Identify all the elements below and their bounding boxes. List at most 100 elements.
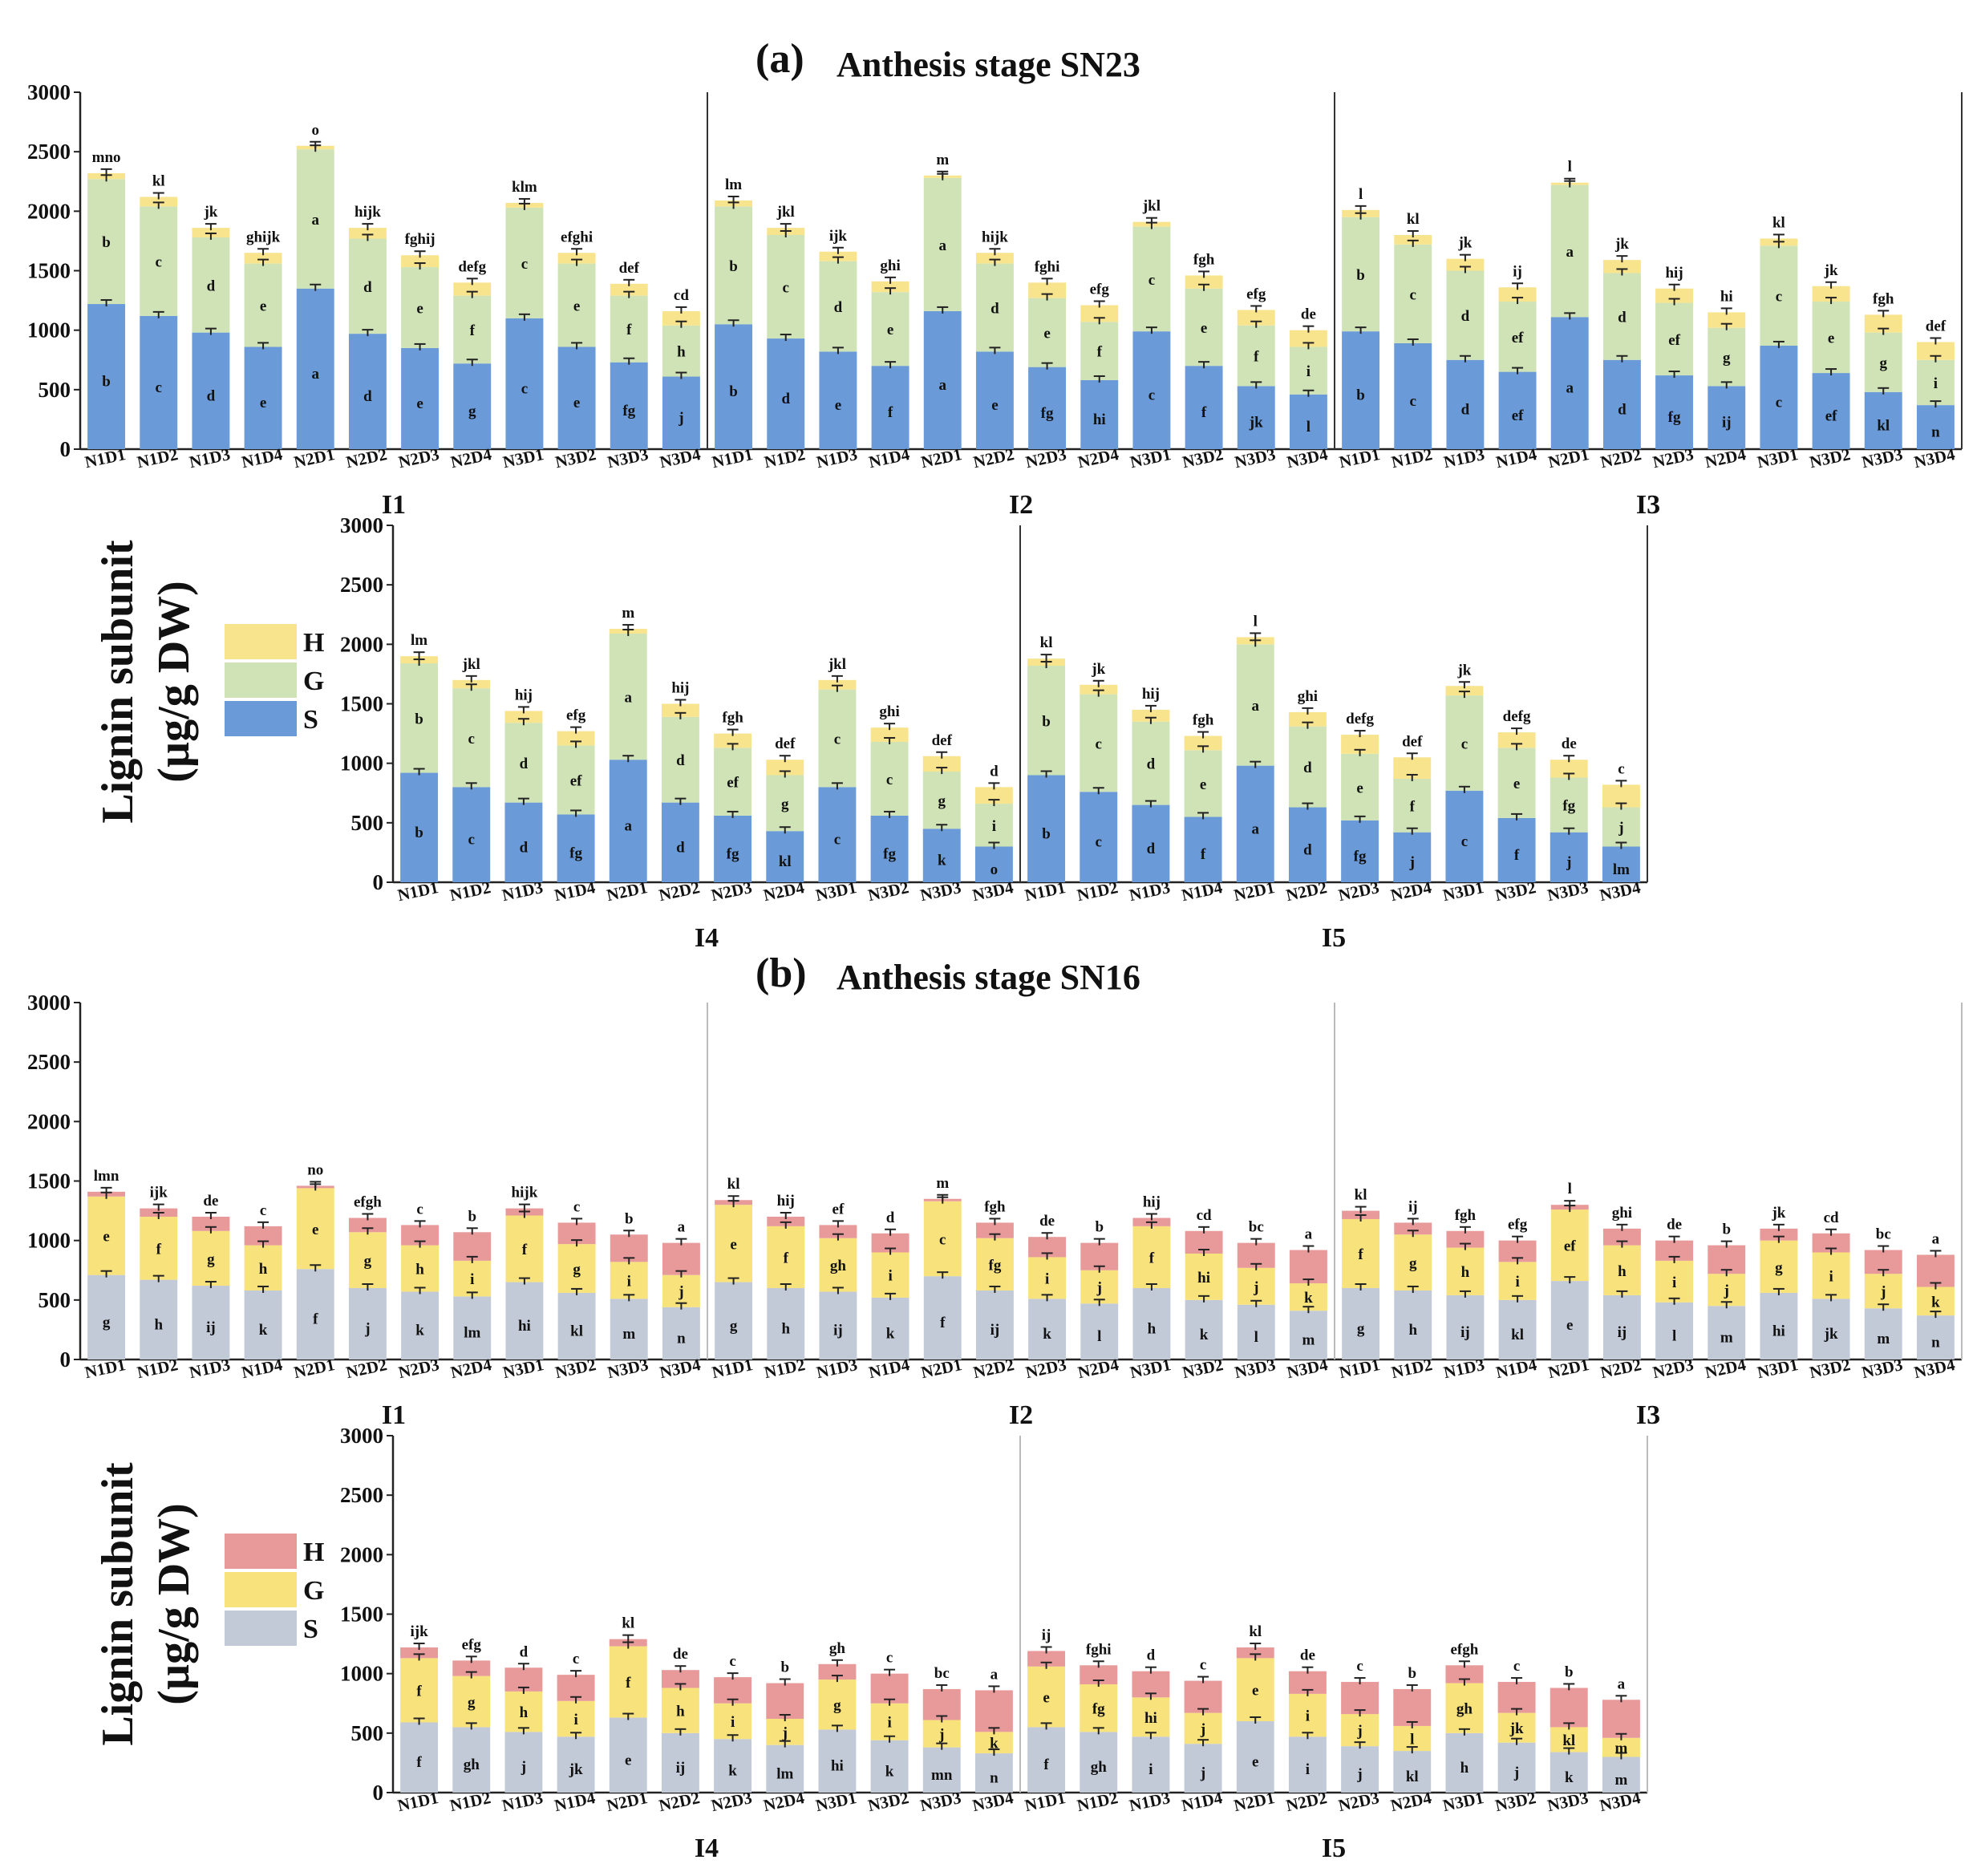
bar-H	[557, 253, 596, 264]
bar-H	[1185, 275, 1223, 289]
letter-total: a	[678, 1219, 686, 1236]
letter-total: jk	[1456, 662, 1471, 679]
bar-G	[1080, 1270, 1119, 1304]
bar-G	[661, 1688, 699, 1733]
group-label-I2: I2	[1009, 490, 1033, 520]
letter-S: b	[415, 825, 423, 841]
letter-S: kl	[1511, 1327, 1524, 1343]
bar-S	[1080, 1732, 1118, 1793]
letter-G: b	[729, 258, 738, 275]
letter-total: de	[1039, 1213, 1055, 1230]
ytick-label: 500	[38, 1288, 71, 1312]
letter-total: d	[886, 1209, 895, 1226]
bar-S	[922, 829, 961, 882]
ytick-label: 1500	[27, 1169, 71, 1193]
letter-S: j	[1566, 854, 1571, 871]
letter-total: jk	[1091, 661, 1105, 678]
letter-G: c	[783, 280, 789, 297]
bar-G	[504, 1691, 543, 1732]
letter-G: f	[470, 322, 476, 339]
letter-G: g	[207, 1251, 215, 1268]
ytick-label: 1000	[340, 1662, 383, 1686]
bar-G	[610, 295, 648, 363]
bar-S	[1237, 1304, 1275, 1359]
bar-H	[974, 787, 1013, 804]
bar-H	[975, 253, 1014, 264]
bar-G	[1080, 694, 1118, 792]
letter-G: j	[1253, 1279, 1258, 1296]
letter-S: ij	[1618, 1324, 1627, 1341]
letter-total: bc	[1249, 1219, 1264, 1236]
letter-G: a	[1252, 698, 1260, 715]
letter-total: m	[936, 1175, 949, 1192]
bar-H	[400, 1647, 439, 1659]
bar-H	[974, 1690, 1013, 1732]
bar-H	[871, 1233, 909, 1253]
letter-S: c	[1096, 834, 1102, 851]
letter-total: l	[1568, 1181, 1572, 1197]
bar-S	[87, 304, 126, 449]
bar-S	[557, 1736, 595, 1793]
letter-S: h	[1460, 1760, 1469, 1777]
bar-H	[1341, 735, 1379, 754]
bar-G	[1446, 270, 1485, 360]
letter-S: a	[939, 377, 947, 394]
bar-S	[1185, 1299, 1223, 1359]
letter-total: hij	[515, 687, 533, 703]
letter-S: j	[678, 410, 683, 427]
bar-H	[1602, 260, 1641, 273]
legend-a-h-swatch	[225, 624, 297, 659]
bar-G	[974, 804, 1013, 847]
bar-S	[661, 802, 699, 882]
bar-G	[1185, 1253, 1223, 1300]
letter-total: hijk	[982, 229, 1008, 245]
ytick-label: 2000	[27, 199, 71, 223]
letter-S: c	[156, 379, 162, 396]
letter-total: l	[1568, 159, 1572, 176]
ylabel-a-line2: (µg/g DW)	[149, 581, 199, 783]
bar-H	[662, 310, 700, 326]
letter-total: c	[260, 1202, 266, 1219]
letter-S: d	[1618, 401, 1626, 418]
bar-S	[505, 318, 544, 449]
letter-total: de	[1562, 735, 1577, 752]
bar-S	[1655, 1302, 1694, 1359]
bar-H	[1708, 312, 1746, 328]
bar-G	[244, 263, 282, 347]
bar-G	[1028, 1257, 1067, 1299]
letter-G: gh	[1456, 1701, 1473, 1718]
bar-S	[400, 772, 439, 882]
letter-total: kl	[1772, 214, 1785, 231]
letter-total: ghi	[1298, 688, 1318, 705]
letter-S: ij	[833, 1323, 843, 1339]
bar-H	[1497, 732, 1536, 748]
letter-G: ef	[1668, 332, 1680, 349]
bar-G	[1028, 298, 1067, 367]
letter-total: d	[990, 763, 999, 780]
letter-total: de	[1300, 1647, 1315, 1664]
letter-G: h	[1618, 1263, 1626, 1280]
letter-total: lmn	[94, 1168, 120, 1185]
letter-S: fg	[622, 403, 635, 419]
bar-S	[1602, 846, 1640, 882]
letter-G: jk	[1509, 1720, 1524, 1737]
bar-S	[767, 1288, 805, 1359]
bar-G	[1393, 778, 1432, 833]
letter-total: kl	[727, 1176, 740, 1193]
bar-H	[610, 283, 648, 296]
letter-S: fg	[883, 845, 896, 862]
bar-S	[1708, 386, 1746, 449]
letter-G: a	[312, 212, 320, 229]
ytick-label: 1500	[340, 692, 383, 716]
letter-total: ijk	[410, 1623, 428, 1640]
bar-H	[766, 760, 804, 776]
bar-S	[1916, 405, 1955, 449]
letter-S: ij	[1460, 1324, 1470, 1341]
letter-S: l	[1097, 1328, 1101, 1345]
bar-H	[557, 731, 595, 746]
letter-G: j	[678, 1284, 683, 1301]
letter-G: h	[676, 1704, 685, 1720]
bar-G	[1236, 1658, 1274, 1721]
ytick-label: 2000	[340, 1542, 383, 1566]
bar-G	[1288, 726, 1327, 808]
